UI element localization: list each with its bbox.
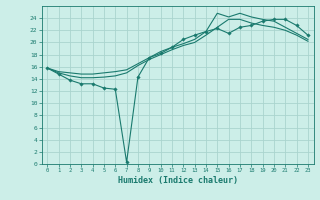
X-axis label: Humidex (Indice chaleur): Humidex (Indice chaleur) [118,176,237,185]
